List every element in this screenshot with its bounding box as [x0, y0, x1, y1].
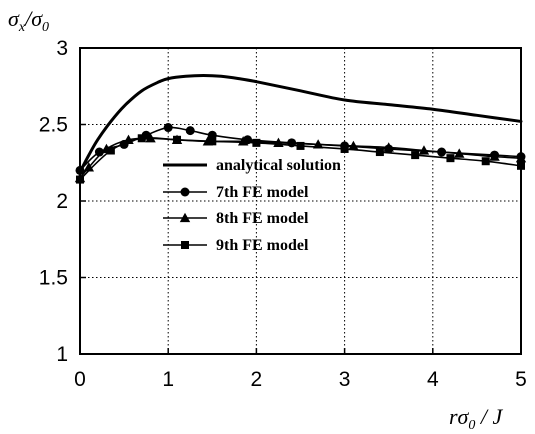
data-point [340, 144, 349, 153]
legend-label: 8th FE model [216, 210, 309, 227]
data-point [185, 126, 195, 136]
data-point [83, 162, 95, 172]
data-point [173, 135, 182, 144]
x-tick-label: 3 [339, 368, 351, 391]
data-point [446, 154, 455, 163]
series-group [74, 74, 527, 184]
y-tick-label: 3 [56, 37, 68, 60]
legend-marker [179, 212, 191, 223]
data-point [383, 142, 394, 152]
data-point [411, 151, 420, 160]
data-point [106, 146, 115, 155]
legend-entry-analytical-solution: analytical solution [163, 157, 341, 174]
x-tick-label: 0 [74, 368, 86, 391]
data-point [94, 147, 104, 157]
y-tick-label: 2 [56, 190, 68, 213]
y-tick-label: 1.5 [39, 267, 68, 290]
legend-entry-fe-model-9th: 9th FE model [163, 237, 309, 254]
x-axis-label: rσ0 / J [449, 404, 504, 433]
data-point [137, 134, 146, 143]
x-tick-label: 2 [251, 368, 263, 391]
legend-entry-fe-model-8th: 8th FE model [163, 210, 309, 227]
data-point [375, 148, 384, 157]
y-axis-label: σx/σ0 [8, 6, 49, 35]
data-point [123, 134, 134, 144]
grid [80, 48, 521, 354]
legend-label: 9th FE model [216, 237, 309, 254]
y-tick-label: 1 [56, 343, 68, 366]
legend-marker [181, 241, 189, 249]
data-point [481, 157, 490, 166]
data-point [489, 151, 500, 161]
series-analytical-solution [78, 74, 523, 174]
series-line [78, 74, 523, 174]
data-point [208, 137, 217, 146]
legend-entry-fe-model-7th: 7th FE model [163, 184, 309, 201]
data-point [348, 140, 359, 151]
legend-marker [180, 187, 190, 197]
plot-frame [79, 47, 522, 355]
legend-label: 7th FE model [216, 184, 309, 201]
data-point [296, 141, 305, 150]
x-tick-label: 5 [515, 368, 527, 391]
data-point [454, 148, 465, 158]
legend-label: analytical solution [216, 157, 341, 174]
legend: analytical solution 7th FE model 8th FE mo… [163, 157, 341, 254]
tick-labels: 0 1 2 3 4 511.522.53 [39, 37, 527, 391]
data-point [418, 145, 430, 155]
series-line [79, 137, 522, 179]
data-point [252, 138, 261, 147]
y-tick-label: 2.5 [39, 114, 68, 137]
x-tick-label: 4 [427, 368, 439, 391]
x-tick-label: 1 [162, 368, 174, 391]
data-point [163, 123, 173, 133]
